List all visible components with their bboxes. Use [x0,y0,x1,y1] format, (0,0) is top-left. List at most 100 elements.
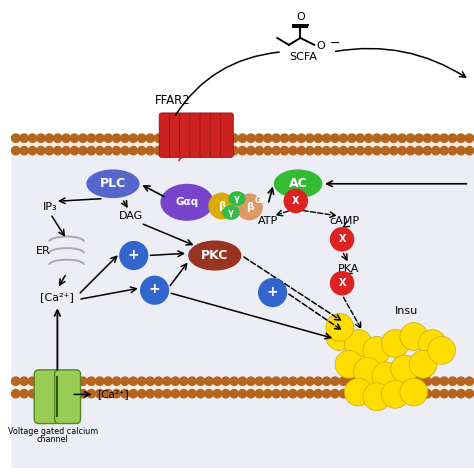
Circle shape [356,377,365,385]
Text: O: O [296,12,305,22]
Circle shape [230,134,238,142]
Circle shape [440,134,448,142]
Circle shape [330,228,354,251]
Circle shape [121,134,129,142]
Circle shape [70,377,79,385]
Circle shape [213,134,221,142]
Circle shape [432,390,440,398]
FancyArrowPatch shape [190,116,192,117]
Circle shape [432,377,440,385]
Circle shape [213,377,221,385]
Circle shape [238,146,246,155]
Text: β: β [218,201,226,211]
Circle shape [87,146,95,155]
Circle shape [365,377,373,385]
Text: +: + [149,283,160,296]
Text: +: + [267,284,278,299]
FancyBboxPatch shape [220,113,233,157]
Circle shape [398,377,406,385]
Circle shape [112,377,121,385]
Circle shape [297,377,306,385]
Circle shape [163,390,171,398]
Circle shape [272,134,280,142]
FancyBboxPatch shape [190,113,203,157]
Circle shape [306,146,314,155]
Circle shape [423,134,431,142]
Circle shape [180,377,188,385]
FancyArrowPatch shape [200,117,203,118]
Circle shape [37,146,45,155]
Circle shape [188,146,196,155]
FancyBboxPatch shape [55,370,81,424]
Text: Gαq: Gαq [175,197,199,207]
Circle shape [356,146,365,155]
Circle shape [54,134,62,142]
Text: Gal: Gal [255,196,269,205]
Circle shape [390,390,398,398]
Text: Insu: Insu [395,306,419,316]
Text: Voltage gated calcium: Voltage gated calcium [8,427,98,436]
Circle shape [331,134,339,142]
Circle shape [448,377,457,385]
Circle shape [255,134,264,142]
Circle shape [423,390,431,398]
Circle shape [79,377,87,385]
Text: γ: γ [234,194,240,203]
Circle shape [406,146,415,155]
Circle shape [382,381,409,408]
Circle shape [28,146,36,155]
Text: FFAR2: FFAR2 [155,94,191,107]
Circle shape [163,377,171,385]
Circle shape [306,390,314,398]
Ellipse shape [274,169,322,198]
Circle shape [457,146,465,155]
Circle shape [400,323,428,350]
Circle shape [171,390,180,398]
Circle shape [465,146,474,155]
Circle shape [96,377,104,385]
Circle shape [354,357,382,385]
Circle shape [62,377,70,385]
Circle shape [87,134,95,142]
Circle shape [345,329,372,357]
Circle shape [37,377,45,385]
Circle shape [406,377,415,385]
Circle shape [259,279,286,306]
Circle shape [306,134,314,142]
Ellipse shape [222,205,240,220]
Circle shape [335,350,363,378]
Circle shape [322,390,331,398]
Text: ER: ER [36,246,51,256]
Circle shape [79,134,87,142]
FancyBboxPatch shape [169,113,182,157]
Circle shape [419,329,446,357]
Circle shape [62,146,70,155]
Circle shape [363,337,391,365]
Circle shape [406,134,415,142]
Circle shape [347,146,356,155]
Circle shape [230,146,238,155]
Text: ATP: ATP [258,216,278,226]
Circle shape [264,146,272,155]
Text: X: X [338,234,346,244]
Ellipse shape [160,184,214,221]
Circle shape [20,134,28,142]
Circle shape [330,272,354,295]
Circle shape [373,390,381,398]
Circle shape [432,146,440,155]
Circle shape [372,362,400,390]
Circle shape [87,377,95,385]
Circle shape [457,134,465,142]
Circle shape [213,390,221,398]
Circle shape [129,390,137,398]
Circle shape [415,134,423,142]
Circle shape [284,189,307,212]
Text: O: O [317,41,325,51]
Circle shape [390,146,398,155]
Circle shape [255,390,264,398]
Circle shape [409,350,437,378]
FancyArrowPatch shape [210,116,213,117]
Circle shape [188,134,196,142]
Circle shape [62,390,70,398]
FancyBboxPatch shape [34,370,60,424]
